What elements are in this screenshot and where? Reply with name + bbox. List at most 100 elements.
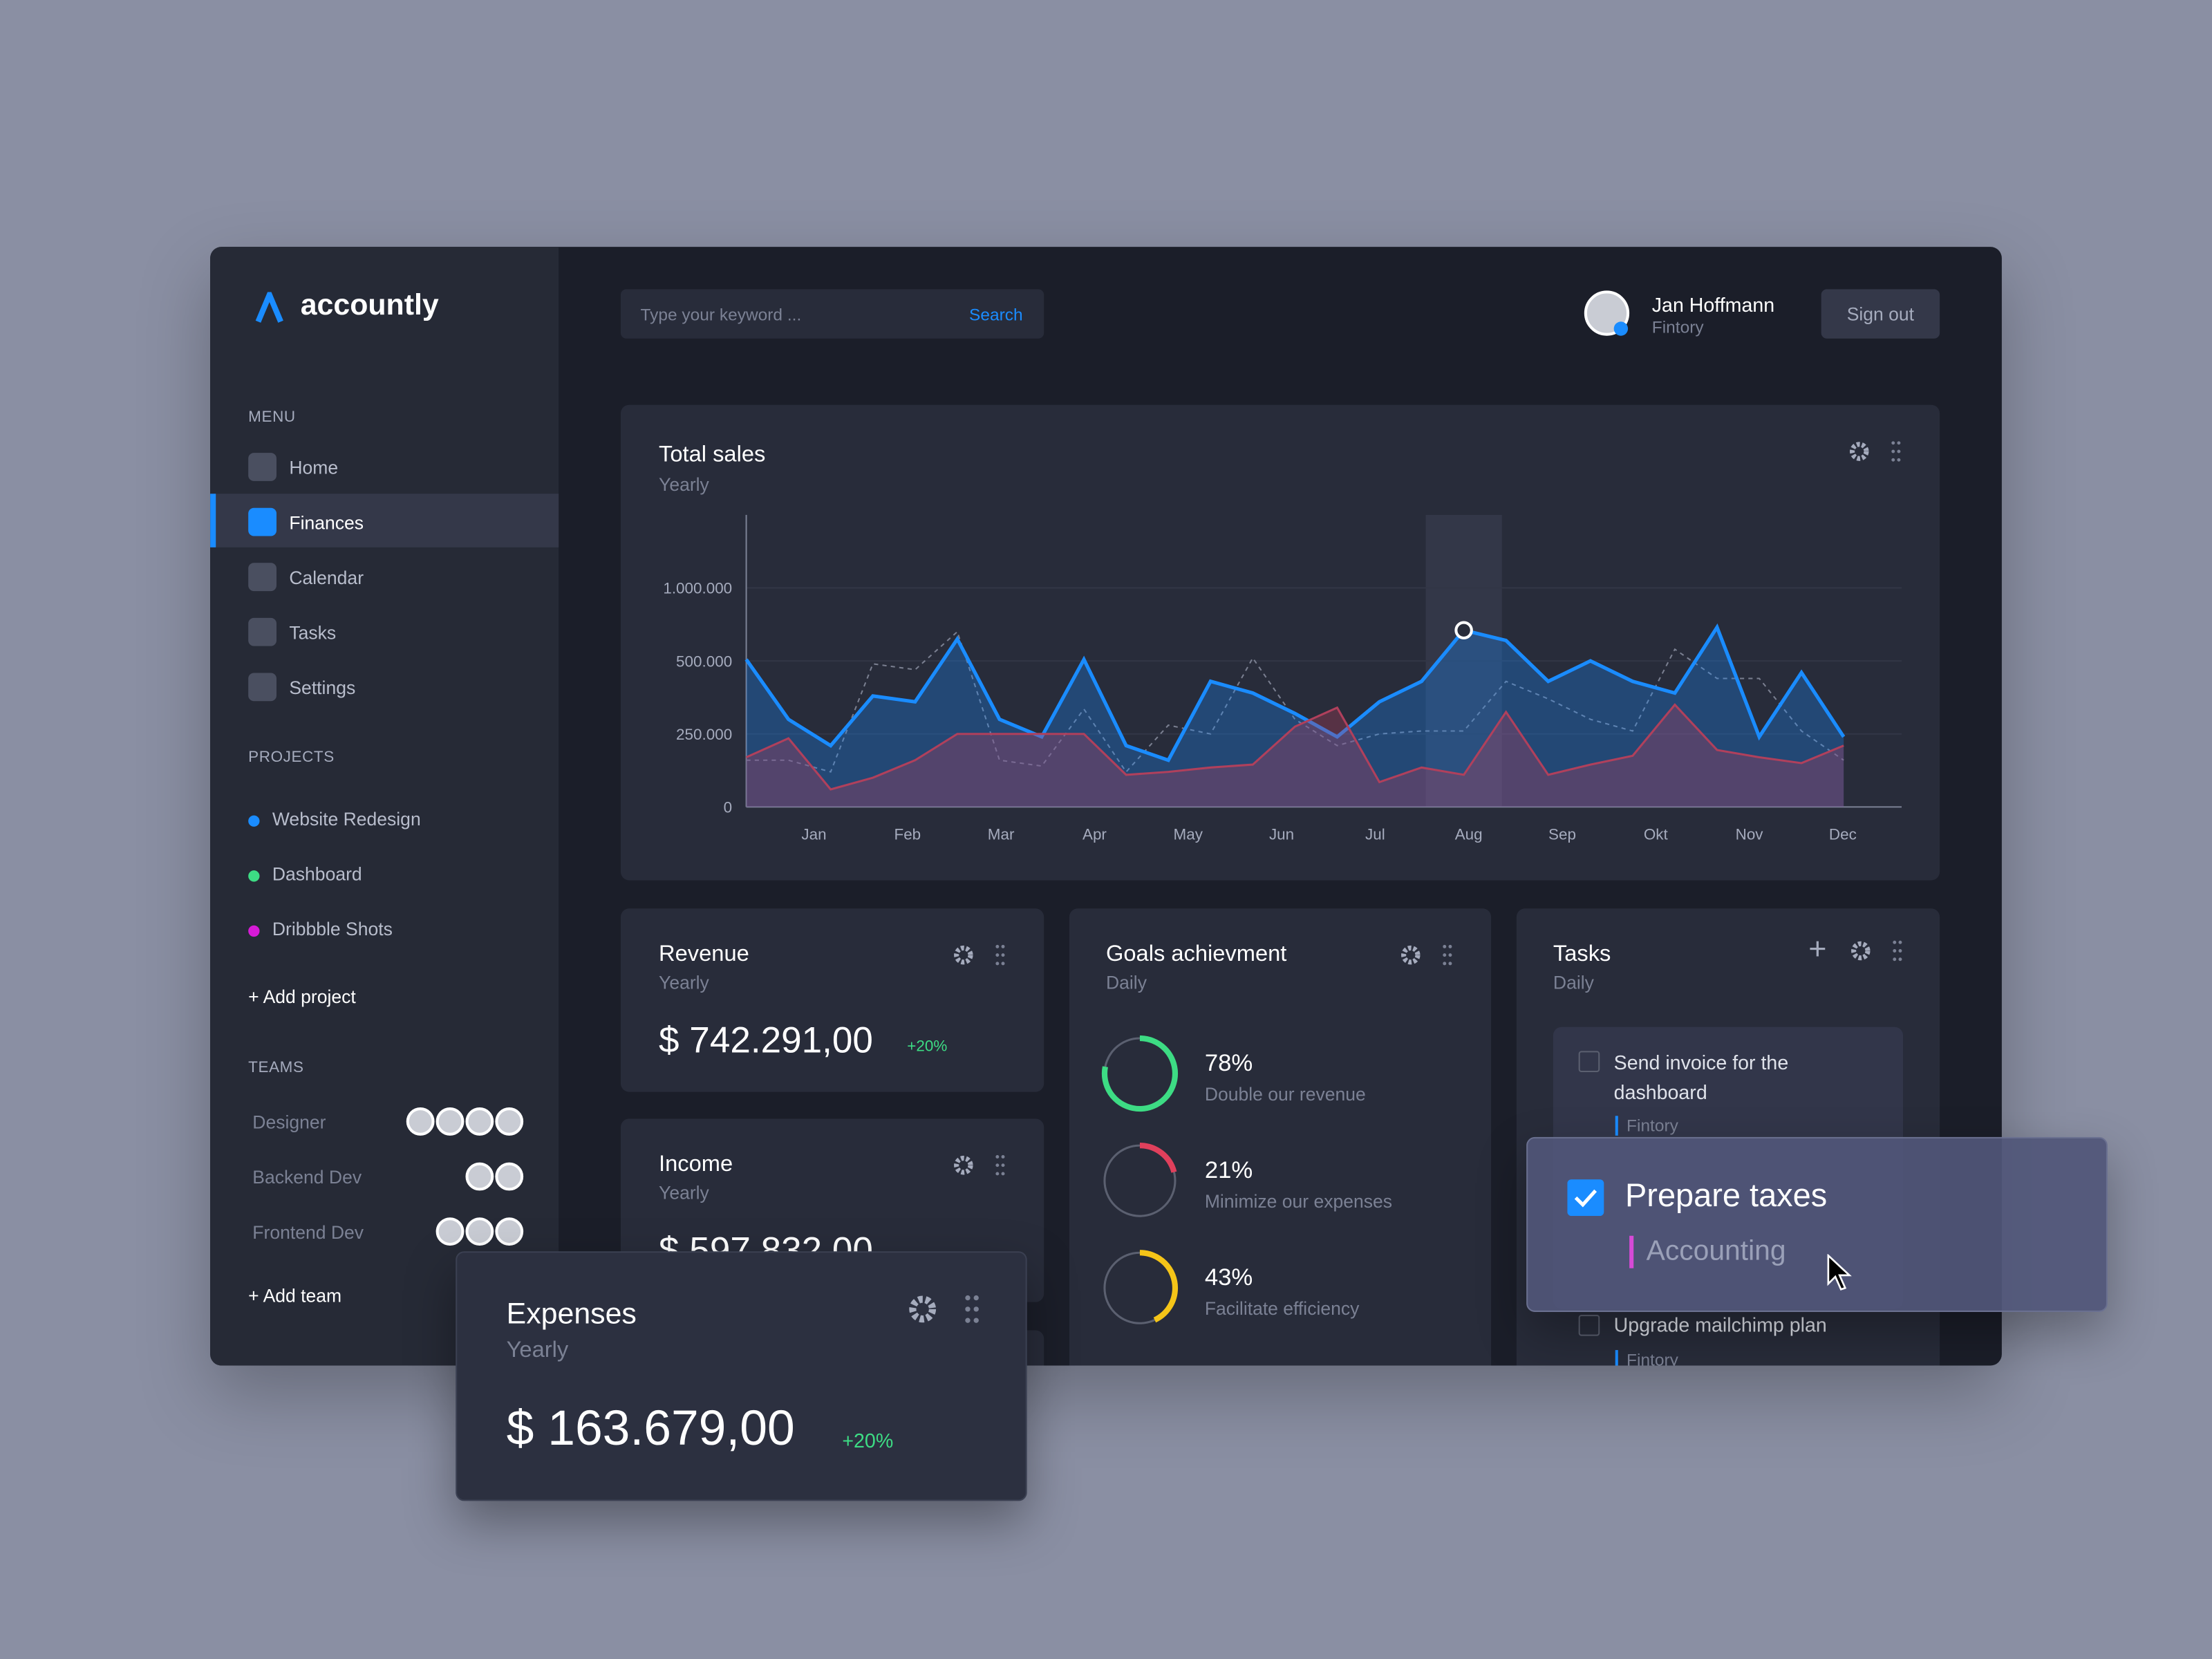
x-tick-label: Jul [1365, 825, 1385, 843]
sign-out[interactable]: Sign out [1821, 289, 1940, 339]
drag-dot [1001, 1155, 1005, 1159]
card-subtitle: Yearly [659, 972, 709, 993]
drag-dot [1443, 953, 1447, 957]
line [744, 623, 1846, 762]
card-icons [1401, 944, 1452, 966]
sidebar: accountly MENU PROJECTS + Add project TE… [210, 247, 559, 1366]
card-subtitle: Daily [1553, 972, 1594, 993]
project[interactable]: Dribbble Shots [272, 918, 393, 940]
add-icon[interactable]: + [1808, 930, 1827, 966]
y-tick-label: 0 [724, 799, 732, 816]
chart-title: Total sales [659, 442, 766, 467]
team-avatar [495, 1162, 524, 1191]
menu-icon [248, 507, 276, 536]
drag-dot [1898, 940, 1902, 944]
drag-dot [1893, 940, 1897, 944]
search-placeholder: Type your keyword ... [640, 304, 802, 325]
menu-item[interactable]: Settings [289, 677, 356, 699]
search-button[interactable]: Search [969, 304, 1023, 325]
project[interactable]: Website Redesign [272, 808, 421, 830]
user-company: Fintory [1651, 317, 1704, 337]
cursor [1827, 1254, 1852, 1291]
menu-item[interactable]: Home [289, 457, 339, 478]
goal-value: 43% [1205, 1264, 1253, 1291]
task-text: Upgrade mailchimp plan [1613, 1313, 1827, 1336]
card-subtitle: Yearly [659, 1182, 709, 1203]
checkbox[interactable] [1578, 1051, 1600, 1073]
team-avatar [435, 1217, 465, 1246]
drag-dot [1897, 458, 1901, 462]
team-avatar [465, 1162, 494, 1191]
projects-label: PROJECTS [248, 749, 335, 767]
card-title: Goals achievment [1105, 942, 1287, 966]
goal-text: Minimize our expenses [1205, 1191, 1392, 1212]
x-tick-label: Nov [1736, 825, 1764, 843]
team: Backend Dev [252, 1166, 362, 1188]
change: +20% [842, 1429, 894, 1452]
project-dot [248, 815, 260, 827]
card-icons [1849, 441, 1901, 462]
drag-dot [1891, 449, 1895, 453]
amount: $ 163.679,00 [506, 1400, 795, 1456]
team-avatar [465, 1107, 494, 1136]
x-tick-label: Jun [1269, 825, 1294, 843]
drag-dot [1891, 441, 1895, 445]
expenses-card: Expenses Yearly $ 163.679,00 +20% [456, 1251, 1027, 1501]
menu-label: MENU [248, 409, 296, 427]
menu-icon [248, 563, 276, 592]
menu-item[interactable]: Finances [289, 512, 364, 534]
drag-dot [1893, 949, 1897, 953]
project[interactable]: Dashboard [272, 863, 362, 885]
drag-dot [965, 1318, 971, 1323]
card-icons [909, 1295, 979, 1323]
drag-dot [1897, 441, 1901, 445]
x-tick-label: Apr [1082, 825, 1107, 843]
card-title: Income [659, 1152, 733, 1177]
change: +20% [907, 1038, 948, 1056]
x-tick-label: Okt [1644, 825, 1669, 843]
x-tick-label: Aug [1455, 825, 1483, 843]
gear-icon [954, 945, 973, 965]
x-tick-label: May [1174, 825, 1203, 843]
goals: 78% Double our revenue 21% Minimize our exp… [1101, 1035, 1392, 1327]
card-subtitle: Daily [1105, 972, 1147, 993]
drag-dot [973, 1306, 979, 1312]
checkbox[interactable] [1578, 1315, 1600, 1336]
card-subtitle: Yearly [506, 1338, 569, 1363]
goal-value: 78% [1205, 1050, 1253, 1076]
task-tag: Fintory [1615, 1116, 1678, 1136]
task-popup: Prepare taxes Accounting [1526, 1136, 2108, 1312]
task-text: Send invoice for the dashboard [1613, 1051, 1789, 1103]
drag-dot [1891, 458, 1895, 462]
card-icons [954, 944, 1005, 966]
drag-dot [1443, 962, 1447, 966]
line [746, 630, 1844, 774]
gear-icon [1401, 945, 1421, 965]
gear-icon [1849, 442, 1869, 461]
add-project[interactable]: + Add project [248, 986, 356, 1008]
drag-dot [1448, 944, 1452, 948]
menu-icon [248, 453, 276, 481]
menu-item[interactable]: Tasks [289, 621, 337, 644]
drag-dot [995, 1172, 1000, 1176]
project-dot [248, 870, 260, 882]
drag-dot [1897, 449, 1901, 453]
add-team[interactable]: + Add team [248, 1285, 342, 1306]
goals-card: Goals achievment Daily 78% Double our rev… [1069, 908, 1492, 1366]
user-name: Jan Hoffmann [1651, 293, 1775, 317]
drag-dot [1448, 953, 1452, 957]
team-avatar [406, 1107, 435, 1136]
goal-text: Facilitate efficiency [1205, 1298, 1360, 1319]
drag-dot [965, 1295, 971, 1301]
x-tick-label: Mar [988, 825, 1015, 843]
search-box[interactable]: Type your keyword ... Search [620, 289, 1044, 339]
revenue-card: Revenue Yearly $ 742.291,00 +20% [620, 908, 1044, 1092]
teams-label: TEAMS [248, 1059, 304, 1077]
checkbox-checked[interactable] [1567, 1179, 1604, 1217]
team: Frontend Dev [252, 1221, 364, 1243]
menu-item[interactable]: Calendar [289, 567, 364, 589]
drag-dot [1001, 962, 1005, 966]
goal-value: 21% [1205, 1157, 1253, 1183]
